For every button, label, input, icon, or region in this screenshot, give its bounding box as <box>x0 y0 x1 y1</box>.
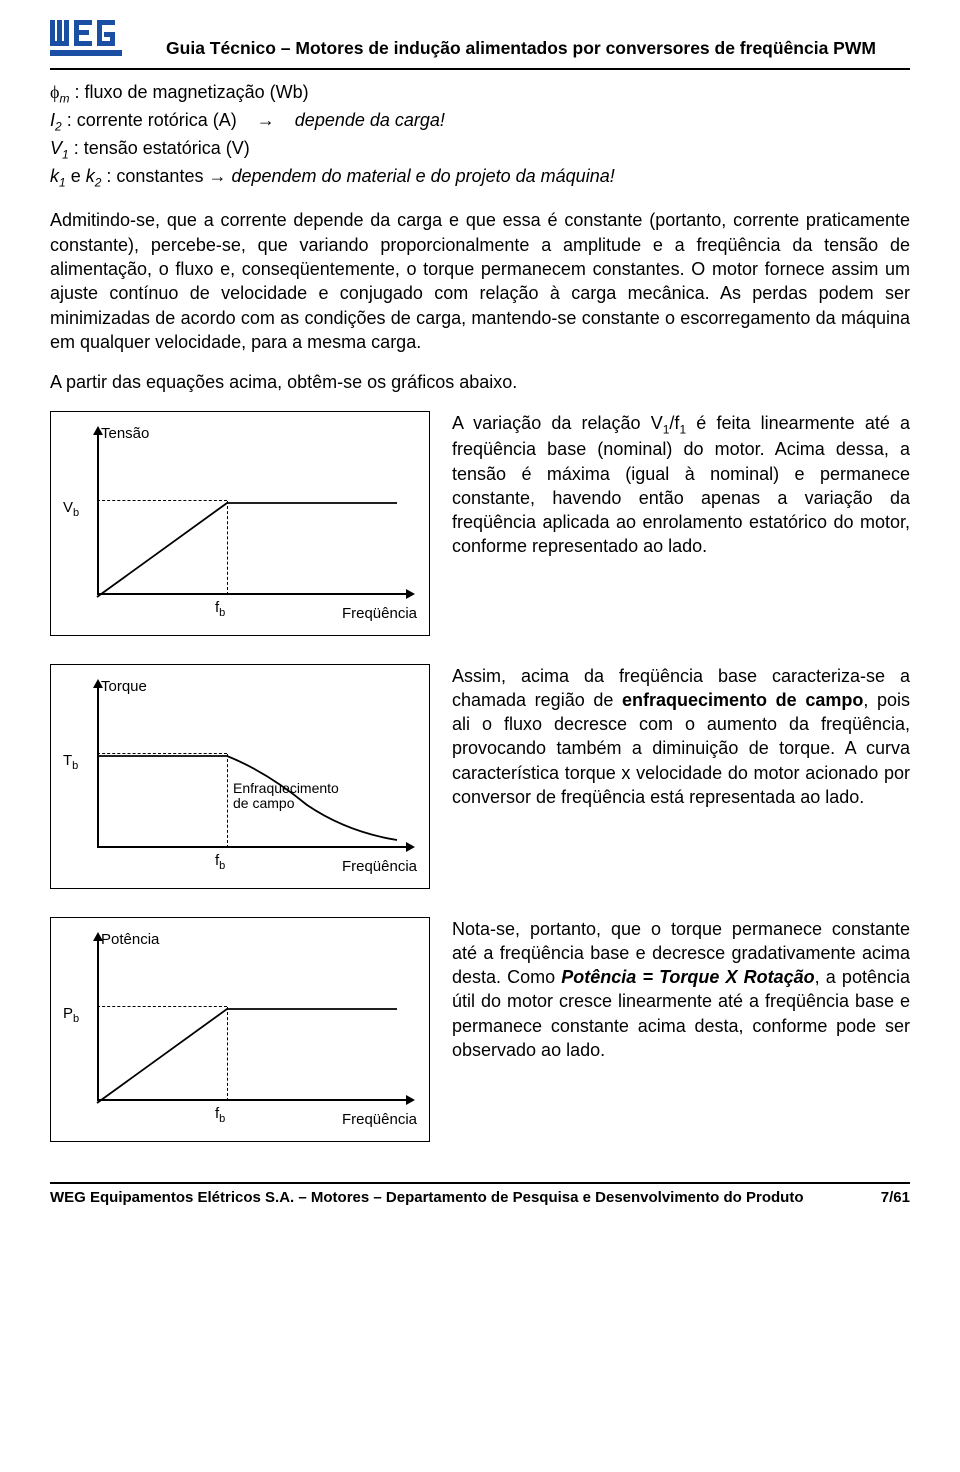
def-i2: I2 : corrente rotórica (A) → depende da … <box>50 108 910 135</box>
chart-voltage: Tensão Vb fb Freqüência <box>50 411 430 636</box>
page-footer: WEG Equipamentos Elétricos S.A. – Motore… <box>50 1182 910 1208</box>
chart2-ytick: Tb <box>63 751 78 774</box>
chart1-xlabel: Freqüência <box>342 604 417 624</box>
chart1-ytick: Vb <box>63 498 79 521</box>
page: Guia Técnico – Motores de indução alimen… <box>0 0 960 1238</box>
chart3-axes <box>97 940 407 1101</box>
chart3-curve <box>97 940 409 1103</box>
section-power: Potência Pb fb Freqüência Nota-se, porta… <box>50 917 910 1142</box>
def-k: k1 e k2 : constantes → dependem do mater… <box>50 164 910 191</box>
chart2-annotation: Enfraquecimento de campo <box>233 781 339 812</box>
chart3-xlabel: Freqüência <box>342 1110 417 1130</box>
paragraph-1: Admitindo-se, que a corrente depende da … <box>50 208 910 354</box>
page-header: Guia Técnico – Motores de indução alimen… <box>50 20 910 70</box>
chart1-curve <box>97 434 409 597</box>
chart2-xlabel: Freqüência <box>342 857 417 877</box>
chart2-axes: Enfraquecimento de campo <box>97 687 407 848</box>
def-v1: V1 : tensão estatórica (V) <box>50 136 910 163</box>
footer-left: WEG Equipamentos Elétricos S.A. – Motore… <box>50 1188 804 1208</box>
chart-power: Potência Pb fb Freqüência <box>50 917 430 1142</box>
side-text-torque: Assim, acima da freqüência base caracter… <box>452 664 910 810</box>
chart1-xtick: fb <box>215 598 225 621</box>
variable-definitions: ϕm : fluxo de magnetização (Wb) I2 : cor… <box>50 80 910 190</box>
chart2-xtick: fb <box>215 851 225 874</box>
chart1-axes <box>97 434 407 595</box>
chart2-curve <box>97 687 409 850</box>
side-text-power: Nota-se, portanto, que o torque permanec… <box>452 917 910 1063</box>
paragraph-2: A partir das equações acima, obtêm-se os… <box>50 370 910 394</box>
section-voltage: Tensão Vb fb Freqüência A variação da <box>50 411 910 636</box>
footer-page-number: 7/61 <box>881 1188 910 1208</box>
chart3-xtick: fb <box>215 1104 225 1127</box>
header-title: Guia Técnico – Motores de indução alimen… <box>132 37 910 67</box>
side-text-voltage: A variação da relação V1/f1 é feita line… <box>452 411 910 559</box>
weg-logo <box>50 20 122 66</box>
def-phim: ϕm : fluxo de magnetização (Wb) <box>50 80 910 107</box>
chart3-ytick: Pb <box>63 1004 79 1027</box>
chart-torque: Torque Tb fb Freqüência Enfraquecimento <box>50 664 430 889</box>
section-torque: Torque Tb fb Freqüência Enfraquecimento <box>50 664 910 889</box>
